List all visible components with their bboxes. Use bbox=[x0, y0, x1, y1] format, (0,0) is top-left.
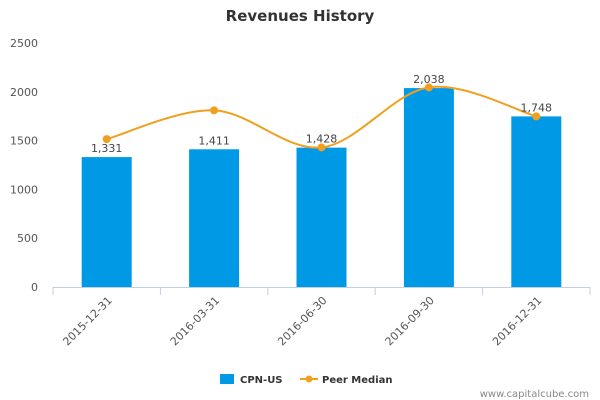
peer-median-point-2016-09-30 bbox=[424, 83, 433, 92]
bar-2016-09-30 bbox=[403, 88, 454, 287]
bar-2015-12-31 bbox=[81, 157, 132, 287]
y-axis: 0 500 1000 1500 2000 2500 bbox=[10, 37, 38, 294]
y-tick-label: 1000 bbox=[10, 183, 38, 196]
legend-label-cpn-us: CPN-US bbox=[240, 375, 283, 386]
peer-median-point-2016-03-31 bbox=[210, 106, 219, 115]
x-tick-label: 2016-09-30 bbox=[383, 294, 437, 348]
chart-title: Revenues History bbox=[226, 7, 375, 25]
data-label-2016-03-31: 1,411 bbox=[198, 134, 230, 147]
legend-label-peer-median: Peer Median bbox=[322, 375, 393, 386]
bar-2016-03-31 bbox=[189, 149, 240, 287]
legend-swatch-cpn-us bbox=[220, 374, 234, 384]
footer-source: www.capitalcube.com bbox=[480, 389, 589, 400]
data-label-2015-12-31: 1,331 bbox=[91, 142, 123, 155]
data-label-2016-12-31: 1,748 bbox=[521, 101, 553, 114]
y-tick-label: 2500 bbox=[10, 37, 38, 50]
data-label-2016-09-30: 2,038 bbox=[413, 73, 445, 86]
legend: CPN-US Peer Median bbox=[220, 374, 393, 386]
line-series bbox=[102, 83, 541, 152]
legend-marker-peer bbox=[305, 375, 313, 383]
y-tick-label: 500 bbox=[17, 232, 38, 245]
data-labels: 1,331 1,411 1,428 2,038 1,748 bbox=[91, 73, 552, 155]
peer-median-point-2016-06-30 bbox=[317, 143, 326, 152]
data-label-2016-06-30: 1,428 bbox=[306, 133, 338, 146]
y-tick-label: 2000 bbox=[10, 86, 38, 99]
bar-2016-06-30 bbox=[296, 147, 347, 287]
y-tick-label: 1500 bbox=[10, 135, 38, 148]
x-tick-label: 2016-03-31 bbox=[168, 294, 222, 348]
peer-median-point-2015-12-31 bbox=[102, 135, 111, 144]
x-tick-label: 2015-12-31 bbox=[60, 294, 114, 348]
x-axis: 2015-12-31 2016-03-31 2016-06-30 2016-09-30… bbox=[52, 287, 591, 348]
bar-2016-12-31 bbox=[511, 116, 562, 287]
bar-series bbox=[81, 88, 562, 287]
x-tick-label: 2016-12-31 bbox=[490, 294, 544, 348]
x-tick-label: 2016-06-30 bbox=[275, 294, 329, 348]
peer-median-point-2016-12-31 bbox=[532, 112, 541, 121]
y-tick-label: 0 bbox=[31, 281, 38, 294]
